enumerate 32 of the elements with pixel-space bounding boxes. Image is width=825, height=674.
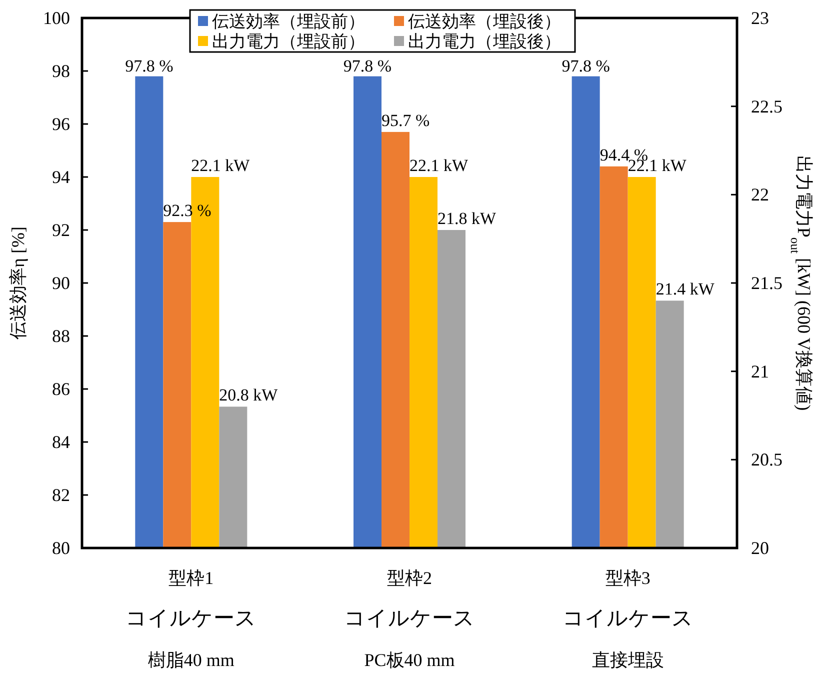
- data-label: 97.8 %: [125, 56, 174, 76]
- data-label: 95.7 %: [382, 110, 430, 130]
- y-tick-label: 92: [52, 220, 70, 240]
- legend-label: 出力電力（埋設前）: [212, 32, 365, 52]
- y2-tick-label: 20: [751, 538, 769, 558]
- y2-tick-label: 21.5: [751, 273, 782, 293]
- y-tick-label: 96: [52, 114, 70, 134]
- y-tick-label: 98: [52, 61, 70, 81]
- legend-label: 伝送効率（埋設後）: [408, 12, 561, 32]
- data-label: 22.1 kW: [191, 156, 251, 175]
- y-tick-label: 84: [52, 432, 70, 452]
- legend-label: 伝送効率（埋設前）: [212, 12, 365, 32]
- y2-tick-label: 20.5: [751, 450, 782, 470]
- y-tick-label: 86: [52, 379, 70, 399]
- y2-tick-label: 22: [751, 184, 769, 205]
- data-label: 22.1 kW: [410, 156, 469, 175]
- data-label: 21.4 kW: [656, 280, 716, 299]
- data-label: 97.8 %: [343, 56, 392, 76]
- y2-tick-label: 22.5: [751, 96, 782, 116]
- y-tick-label: 82: [52, 485, 70, 505]
- y2-tick-label: 23: [751, 8, 769, 28]
- data-label: 21.8 kW: [438, 209, 497, 228]
- data-label: 20.8 kW: [219, 386, 279, 405]
- data-label: 97.8 %: [562, 56, 610, 76]
- y-tick-label: 94: [52, 167, 70, 187]
- y2-tick-label: 21: [751, 361, 769, 382]
- y-axis-title: 伝送効率η [%]: [8, 226, 28, 340]
- y-tick-label: 80: [52, 538, 70, 558]
- legend-label: 出力電力（埋設後）: [408, 32, 561, 52]
- y-tick-label: 90: [52, 273, 70, 293]
- y-tick-label: 100: [43, 8, 70, 28]
- y-tick-label: 88: [52, 326, 70, 346]
